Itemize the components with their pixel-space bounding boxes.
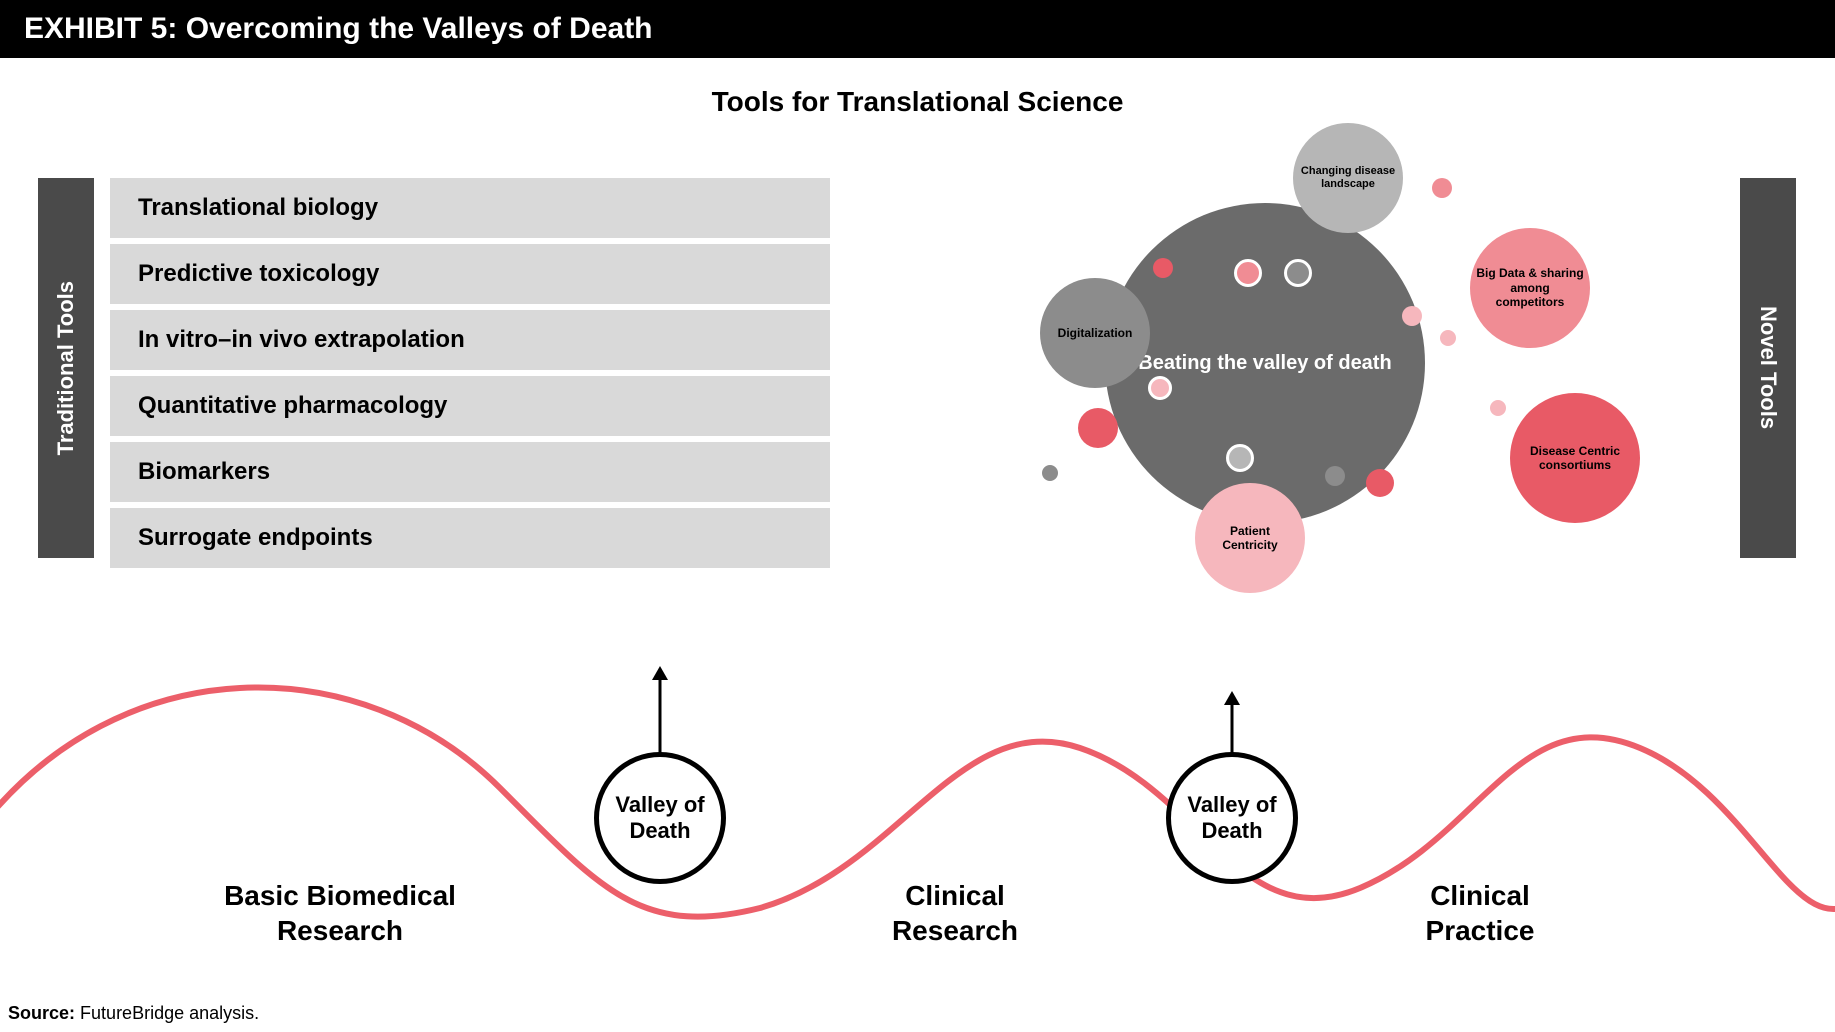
valley-label: Valley ofDeath: [615, 792, 704, 845]
novel-bubble-3: Disease Centric consortiums: [1510, 393, 1640, 523]
phase-label-2: ClinicalPractice: [1330, 878, 1630, 948]
novel-bubble-1-label: Digitalization: [1052, 326, 1139, 340]
traditional-tool-item: Translational biology: [110, 178, 830, 238]
diagram-content: Traditional Tools Novel Tools Translationa…: [0, 118, 1835, 998]
valley-label: Valley ofDeath: [1187, 792, 1276, 845]
exhibit-title: EXHIBIT 5: Overcoming the Valleys of Dea…: [24, 12, 653, 45]
traditional-tool-item: Surrogate endpoints: [110, 508, 830, 568]
novel-bubble-1: Digitalization: [1040, 278, 1150, 388]
subtitle: Tools for Translational Science: [0, 86, 1835, 118]
traditional-tools-label: Traditional Tools: [38, 178, 94, 558]
novel-bubble-3-label: Disease Centric consortiums: [1510, 444, 1640, 473]
decor-dot-8: [1226, 444, 1254, 472]
decor-dot-3: [1284, 259, 1312, 287]
decor-dot-6: [1078, 408, 1118, 448]
source-line: Source: FutureBridge analysis.: [8, 1003, 259, 1024]
novel-tools-label-text: Novel Tools: [1755, 306, 1781, 429]
novel-bubble-4-label: Patient Centricity: [1195, 524, 1305, 553]
valley-circle-1: Valley ofDeath: [1166, 752, 1298, 884]
decor-dot-10: [1366, 469, 1394, 497]
traditional-tool-item: In vitro–in vivo extrapolation: [110, 310, 830, 370]
decor-dot-0: [1432, 178, 1452, 198]
center-bubble-label: Beating the valley of death: [1132, 351, 1397, 375]
decor-dot-1: [1153, 258, 1173, 278]
novel-bubble-0: Changing disease landscape: [1293, 123, 1403, 233]
decor-dot-2: [1234, 259, 1262, 287]
decor-dot-5: [1148, 376, 1172, 400]
source-label: Source:: [8, 1003, 75, 1023]
phase-label-0: Basic BiomedicalResearch: [190, 878, 490, 948]
traditional-tool-list: Translational biologyPredictive toxicolo…: [110, 178, 830, 574]
traditional-tool-item: Biomarkers: [110, 442, 830, 502]
traditional-tool-item: Quantitative pharmacology: [110, 376, 830, 436]
decor-dot-4: [1402, 306, 1422, 326]
exhibit-header: EXHIBIT 5: Overcoming the Valleys of Dea…: [0, 0, 1835, 58]
novel-bubble-0-label: Changing disease landscape: [1293, 165, 1403, 191]
valley-arrow-1: [1220, 691, 1244, 754]
phase-label-1: ClinicalResearch: [805, 878, 1105, 948]
decor-dot-12: [1440, 330, 1456, 346]
novel-bubble-2-label: Big Data & sharing among competitors: [1470, 266, 1590, 309]
novel-tools-label: Novel Tools: [1740, 178, 1796, 558]
decor-dot-7: [1042, 465, 1058, 481]
traditional-tool-item: Predictive toxicology: [110, 244, 830, 304]
traditional-tools-label-text: Traditional Tools: [53, 281, 79, 455]
valley-circle-0: Valley ofDeath: [594, 752, 726, 884]
valley-arrow-0: [648, 666, 672, 754]
novel-bubble-2: Big Data & sharing among competitors: [1470, 228, 1590, 348]
decor-dot-11: [1490, 400, 1506, 416]
decor-dot-9: [1325, 466, 1345, 486]
novel-bubble-4: Patient Centricity: [1195, 483, 1305, 593]
source-text: FutureBridge analysis.: [80, 1003, 259, 1023]
